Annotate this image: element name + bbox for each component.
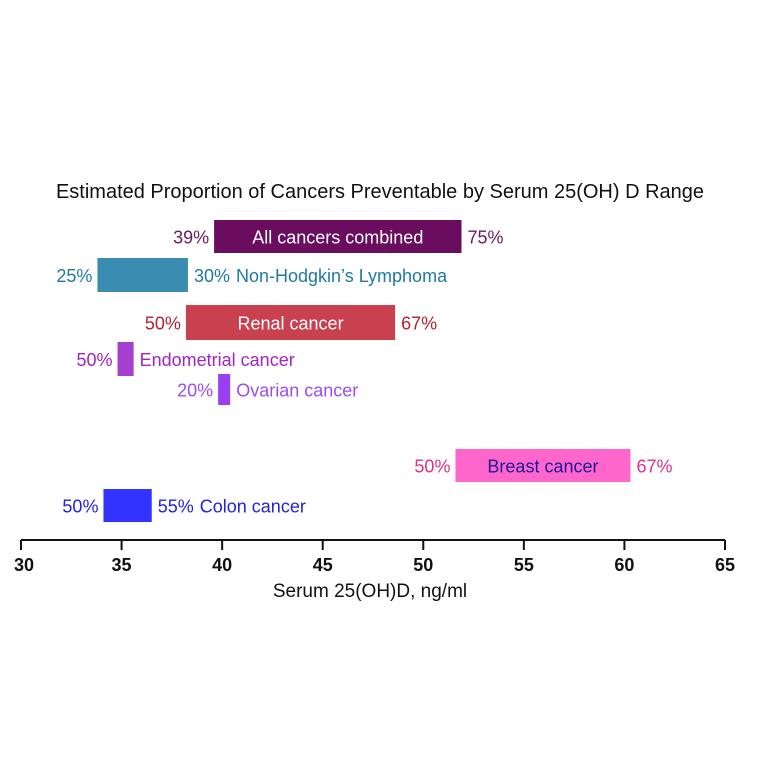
bar-right-label: 55%	[158, 497, 194, 517]
bar-endometrial-cancer	[117, 342, 134, 376]
bar-left-label: 50%	[77, 350, 113, 370]
bar-right-label: 75%	[468, 228, 504, 248]
bar-name-label: Colon cancer	[200, 497, 306, 517]
bar-breast-cancer	[455, 449, 631, 482]
bar-left-label: 25%	[56, 266, 92, 286]
bar-left-label: 50%	[145, 314, 181, 334]
bar-name-label: Non-Hodgkin’s Lymphoma	[236, 266, 448, 286]
bar-name-label: Endometrial cancer	[140, 350, 295, 370]
bar-ovarian-cancer	[218, 374, 231, 405]
bar-right-label: 30%	[194, 266, 230, 286]
bar-non-hodgkin-s-lymphoma	[97, 258, 188, 292]
x-tick-label: 50	[413, 555, 433, 575]
x-tick-label: 40	[212, 555, 232, 575]
bar-all-cancers-combined	[214, 220, 462, 253]
bar-left-label: 39%	[173, 228, 209, 248]
x-tick-label: 60	[614, 555, 634, 575]
x-tick-label: 45	[313, 555, 333, 575]
bar-right-label: 67%	[636, 457, 672, 477]
bar-name-label: Ovarian cancer	[236, 381, 358, 401]
bar-name-label: Breast cancer	[487, 457, 598, 477]
bar-name-label: Renal cancer	[238, 314, 344, 334]
chart-title: Estimated Proportion of Cancers Preventa…	[56, 181, 704, 203]
bar-left-label: 50%	[62, 497, 98, 517]
bar-right-label: 67%	[401, 314, 437, 334]
bars-group: 39% 75% All cancers combined 25% 30% Non-Hodg…	[56, 220, 672, 522]
x-tick-label: 30	[14, 555, 34, 575]
x-axis-label: Serum 25(OH)D, ng/ml	[273, 581, 467, 602]
bar-name-label: All cancers combined	[252, 228, 423, 248]
bar-left-label: 20%	[177, 381, 213, 401]
x-axis: 30 35 40 45 50 55 60 65	[14, 539, 735, 575]
bar-colon-cancer	[103, 489, 152, 522]
x-tick-label: 55	[514, 555, 534, 575]
x-tick-label: 65	[715, 555, 735, 575]
x-tick-label: 35	[112, 555, 132, 575]
bar-left-label: 50%	[414, 457, 450, 477]
bar-renal-cancer	[185, 305, 396, 340]
